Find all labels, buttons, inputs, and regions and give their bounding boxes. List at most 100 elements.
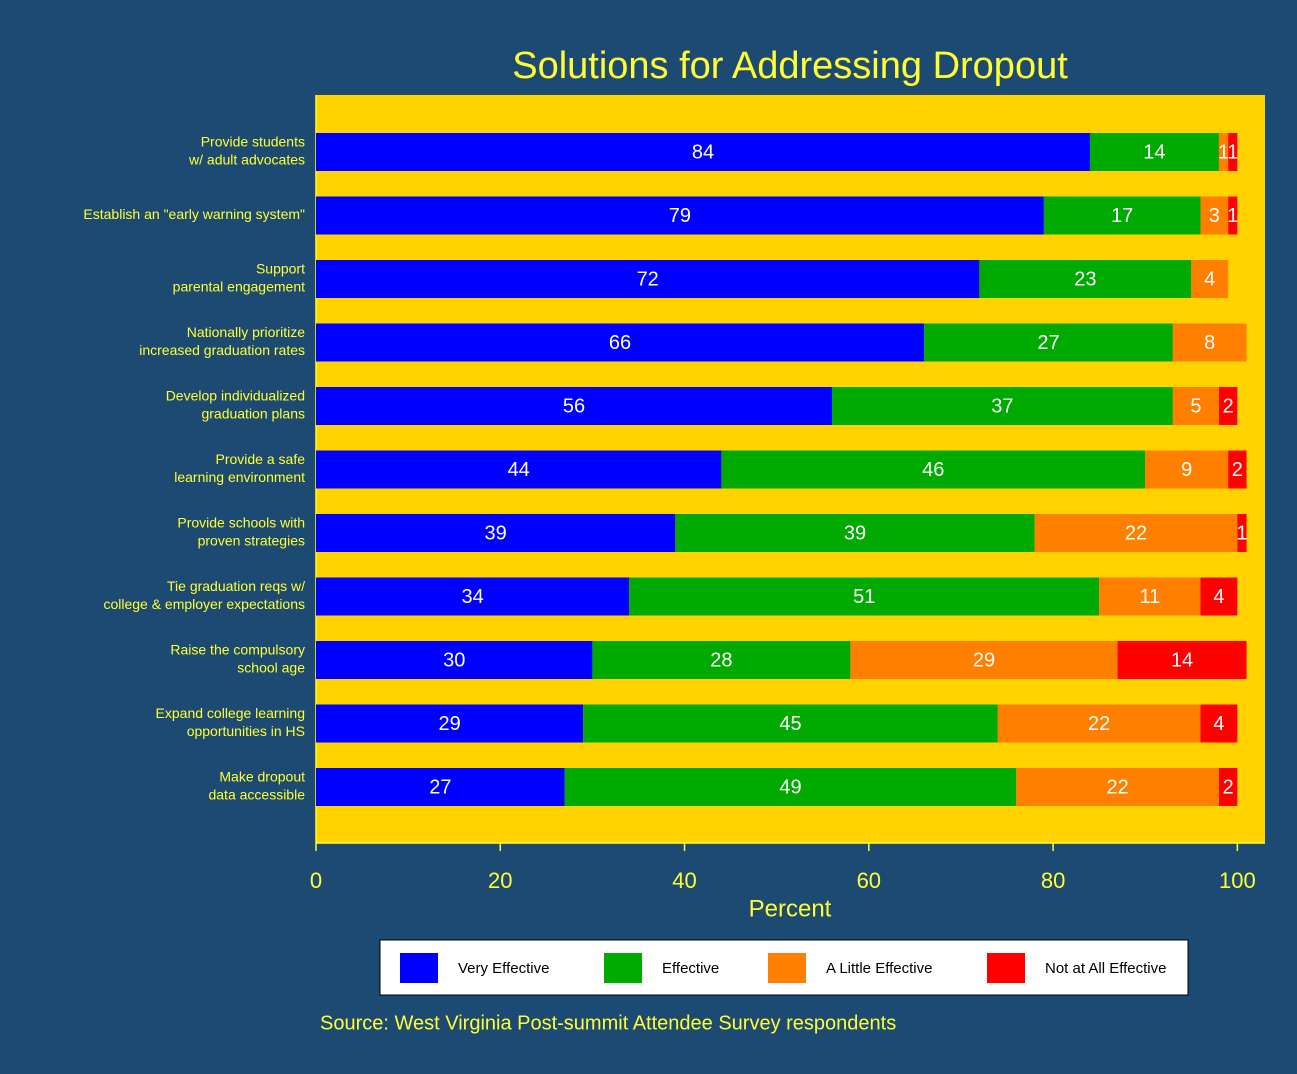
data-label: 22 xyxy=(1125,522,1147,544)
bar-segment xyxy=(316,260,980,298)
data-label: 8 xyxy=(1204,332,1215,354)
category-label: graduation plans xyxy=(201,406,305,422)
bar-segment xyxy=(316,641,593,679)
bar-segment xyxy=(675,514,1035,552)
data-label: 46 xyxy=(922,459,944,481)
category-label: school age xyxy=(237,660,305,676)
data-label: 1 xyxy=(1236,522,1247,544)
category-label: w/ adult advocates xyxy=(188,152,305,168)
bar-segment xyxy=(1237,514,1247,552)
bar-segment xyxy=(316,768,565,806)
legend-swatch xyxy=(604,953,642,983)
bar-segment xyxy=(316,704,584,743)
data-label: 27 xyxy=(1037,332,1059,354)
legend-swatch xyxy=(987,953,1025,983)
bar-segment xyxy=(1172,387,1219,425)
category-label: data accessible xyxy=(208,787,305,803)
category-label: opportunities in HS xyxy=(187,723,305,739)
bar-segment xyxy=(924,323,1173,362)
bar-segment xyxy=(1034,514,1238,552)
bar-segment xyxy=(721,450,1146,489)
bar-segment xyxy=(1117,641,1247,679)
data-label: 2 xyxy=(1223,776,1234,798)
category-label: Raise the compulsory xyxy=(170,642,305,658)
bar-segment xyxy=(1145,450,1229,489)
data-label: 1 xyxy=(1227,141,1238,163)
bar-segment xyxy=(1172,323,1247,362)
bar-segment xyxy=(850,641,1118,679)
data-label: 2 xyxy=(1223,395,1234,417)
bar-segment xyxy=(1228,196,1238,235)
category-label: Make dropout xyxy=(219,769,305,785)
category-label: Nationally prioritize xyxy=(187,324,305,340)
data-label: 1 xyxy=(1218,141,1229,163)
data-label: 4 xyxy=(1204,268,1215,290)
category-label: Tie graduation reqs w/ xyxy=(167,578,305,594)
x-tick-label: 40 xyxy=(672,868,696,893)
bar-segment xyxy=(1200,196,1229,235)
x-tick-label: 100 xyxy=(1219,868,1256,893)
category-label: learning environment xyxy=(174,469,305,485)
bar-segment xyxy=(1228,133,1238,171)
data-label: 22 xyxy=(1088,713,1110,735)
data-label: 56 xyxy=(563,395,585,417)
bar-segment xyxy=(1228,450,1247,489)
bar-segment xyxy=(1218,387,1238,425)
data-label: 22 xyxy=(1106,776,1128,798)
data-label: 23 xyxy=(1074,268,1096,290)
data-label: 30 xyxy=(443,649,465,671)
data-label: 37 xyxy=(991,395,1013,417)
bar-segment xyxy=(1099,577,1201,616)
category-label: Support xyxy=(256,261,305,277)
bar-segment xyxy=(564,768,1017,806)
bar-segment xyxy=(316,577,630,616)
category-label: proven strategies xyxy=(198,533,305,549)
data-label: 3 xyxy=(1209,205,1220,227)
data-label: 4 xyxy=(1213,586,1224,608)
data-label: 66 xyxy=(609,332,631,354)
category-label: increased graduation rates xyxy=(139,342,305,358)
category-label: Provide students xyxy=(201,134,305,150)
bar-segment xyxy=(831,387,1173,425)
bar-segment xyxy=(1200,704,1238,743)
bar-segment xyxy=(316,323,925,362)
bar-segment xyxy=(316,133,1090,171)
bar-segment xyxy=(316,387,832,425)
bar-segment xyxy=(1218,133,1229,171)
data-label: 72 xyxy=(637,268,659,290)
data-label: 5 xyxy=(1190,395,1201,417)
data-label: 17 xyxy=(1111,205,1133,227)
data-label: 14 xyxy=(1171,649,1193,671)
bar-segment xyxy=(1016,768,1219,806)
category-label: Develop individualized xyxy=(166,388,305,404)
legend-swatch xyxy=(768,953,806,983)
bar-segment xyxy=(1218,768,1238,806)
legend-label: A Little Effective xyxy=(826,960,932,977)
bar-segment xyxy=(997,704,1201,743)
data-label: 9 xyxy=(1181,459,1192,481)
x-tick-label: 60 xyxy=(857,868,881,893)
x-axis-label: Percent xyxy=(749,895,832,922)
legend-label: Very Effective xyxy=(458,960,549,977)
data-label: 79 xyxy=(669,205,691,227)
category-label: Provide schools with xyxy=(177,515,305,531)
category-label: parental engagement xyxy=(173,279,305,295)
x-tick-label: 80 xyxy=(1041,868,1065,893)
data-label: 39 xyxy=(485,522,507,544)
bar-segment xyxy=(1089,133,1219,171)
data-label: 2 xyxy=(1232,459,1243,481)
data-label: 29 xyxy=(973,649,995,671)
data-label: 39 xyxy=(844,522,866,544)
legend xyxy=(379,939,1189,996)
category-label: Expand college learning xyxy=(156,705,305,721)
bar-segment xyxy=(979,260,1192,298)
bar-segment xyxy=(1043,196,1201,235)
data-label: 44 xyxy=(508,459,530,481)
data-label: 4 xyxy=(1213,713,1224,735)
data-label: 11 xyxy=(1139,586,1160,608)
data-label: 84 xyxy=(692,141,714,163)
x-tick-label: 0 xyxy=(310,868,322,893)
data-label: 45 xyxy=(779,713,801,735)
data-label: 51 xyxy=(853,586,875,608)
